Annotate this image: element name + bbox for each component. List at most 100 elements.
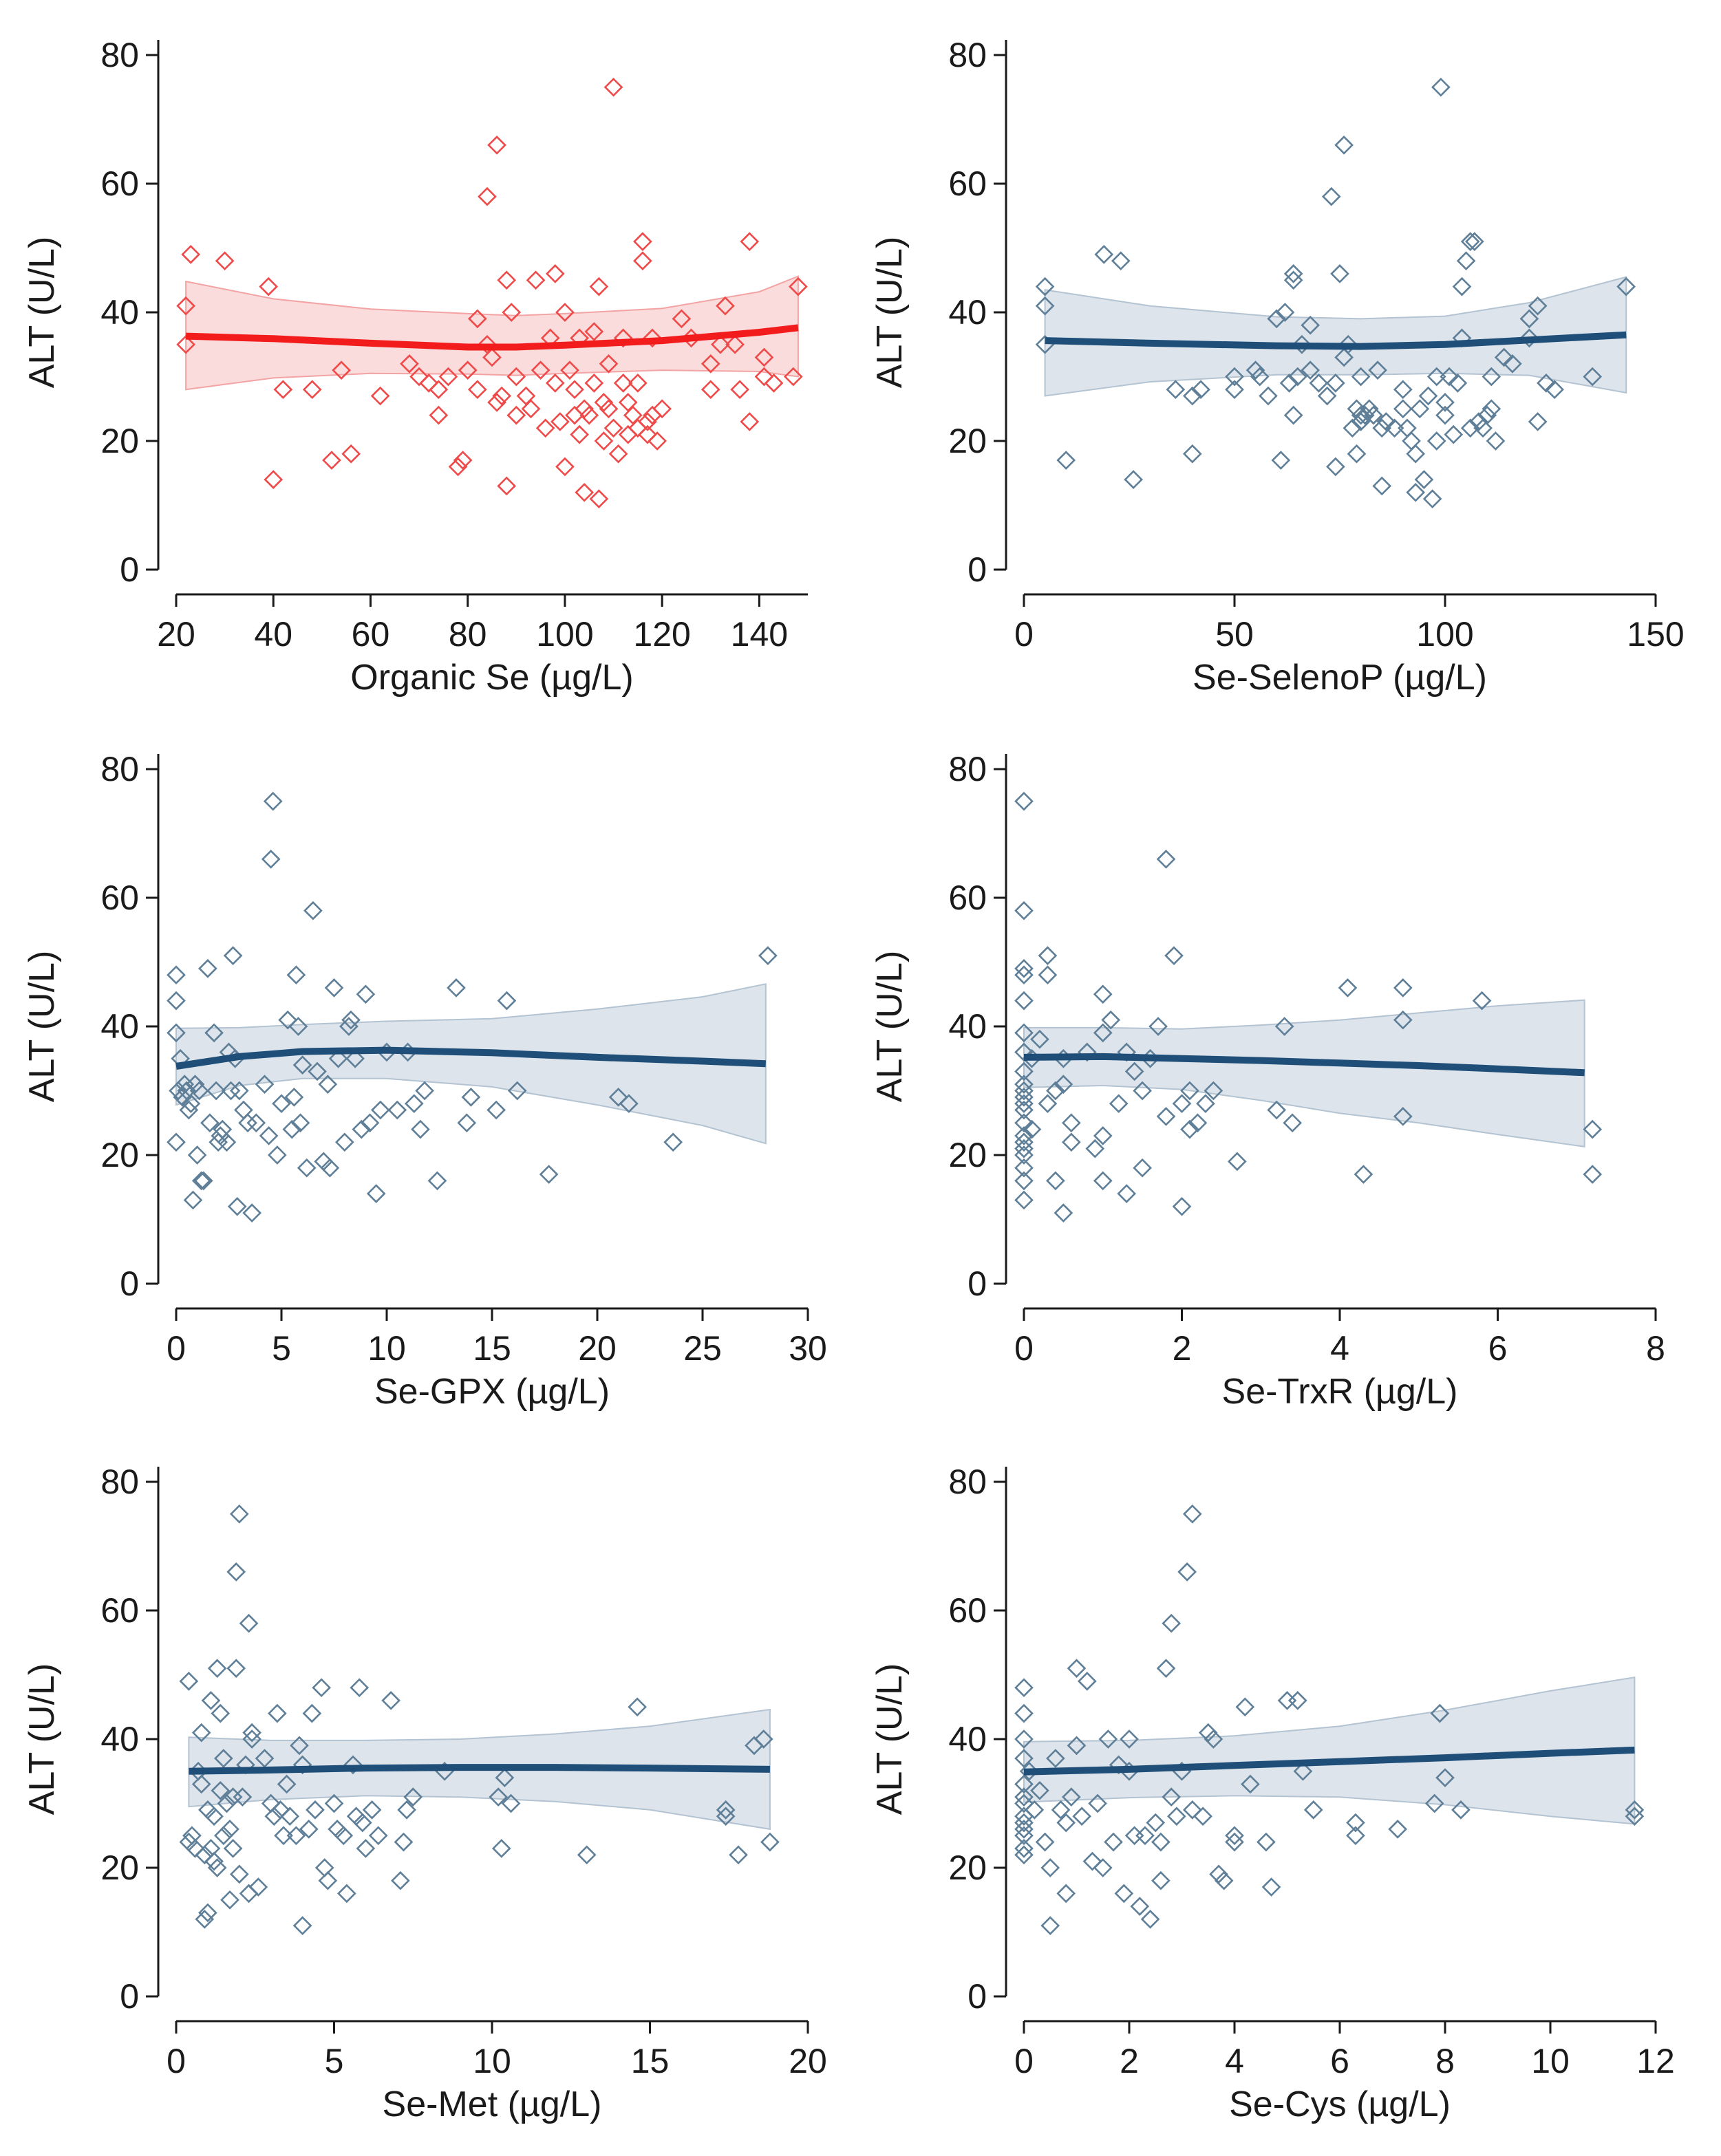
data-point [1104,1832,1123,1852]
data-point [584,322,604,341]
data-point [1014,1787,1034,1807]
data-point [487,136,506,155]
x-tick-label: 10 [1531,2042,1570,2080]
data-point [1372,418,1392,438]
data-point [1180,1081,1199,1101]
data-point [1056,1884,1076,1904]
data-point [292,1055,312,1075]
data-point [643,328,662,348]
data-point [1355,405,1375,425]
data-point [167,1023,186,1043]
data-point [324,978,344,998]
data-point [286,1826,306,1846]
data-points [167,791,778,1222]
data-point [299,1820,319,1839]
data-point [461,1088,481,1107]
data-point [1135,1826,1155,1846]
data-point [555,457,575,477]
data-point [193,1171,213,1191]
data-point [1167,1807,1186,1826]
data-point [1014,1094,1034,1114]
data-point [1038,946,1058,965]
data-point [453,451,473,470]
data-point [391,1871,410,1890]
data-point [1388,1820,1407,1839]
data-point [217,1793,237,1813]
y-axis-title: ALT (U/L) [870,1663,910,1815]
data-point [1625,1807,1645,1826]
data-point [1014,1839,1034,1858]
data-point [1259,386,1278,406]
data-point [1317,386,1337,406]
data-point [589,277,609,297]
y-tick-label: 80 [948,36,987,74]
data-point [1109,1755,1129,1775]
data-point [334,1826,354,1846]
x-axis-title: Organic Se (µg/L) [350,658,633,698]
x-tick-label: 4 [1330,1329,1349,1368]
data-point [370,386,390,406]
data-point [1146,1813,1166,1833]
data-point [638,412,657,431]
data-point [1093,1023,1113,1043]
y-tick-label: 0 [968,1977,987,2016]
y-tick-label: 0 [120,1264,139,1303]
x-tick-label: 20 [578,1329,617,1368]
y-tick-label: 80 [948,750,987,788]
y-tick-label: 20 [948,422,987,460]
x-tick-label: 0 [1014,2042,1034,2080]
data-point [229,1504,249,1524]
data-point [204,1851,224,1871]
data-point [1014,1126,1034,1145]
data-point [1177,1562,1197,1582]
data-point [1303,1800,1323,1820]
data-point [1418,386,1438,406]
data-point [560,360,579,380]
x-axis-title: Se-Cys (µg/L) [1229,2084,1451,2124]
data-point [1062,1787,1081,1807]
y-tick-label: 60 [948,878,987,917]
data-point [633,251,652,271]
data-point [272,1094,291,1114]
x-tick-label: 5 [325,2042,344,2080]
data-point [1214,1871,1234,1890]
data-point [1424,1793,1444,1813]
data-point [1014,1749,1034,1768]
data-point [1279,374,1299,393]
data-point [1054,1203,1073,1222]
data-point [1062,1113,1081,1133]
data-point [1038,965,1058,985]
data-point [1241,1774,1260,1794]
data-point [350,1678,370,1698]
data-point [387,1100,407,1120]
x-tick-label: 80 [449,615,487,654]
data-point [740,412,760,431]
data-point [1448,374,1468,393]
data-point [1435,405,1455,425]
y-tick-label: 60 [100,1591,139,1630]
data-point [259,1126,279,1145]
data-point [613,374,633,393]
data-point [753,1729,773,1749]
data-point [1277,1691,1297,1710]
data-point [599,354,619,374]
data-point [404,1094,424,1114]
data-point [1093,984,1113,1004]
data-point [487,393,506,412]
data-point [1101,1010,1121,1030]
data-point [1351,405,1371,425]
data-point [497,476,517,496]
data-point [176,334,195,354]
x-tick-label: 2 [1120,2042,1139,2080]
data-point [1046,1081,1065,1101]
data-point [1109,1094,1129,1114]
data-point [1093,1171,1113,1191]
data-point [1035,277,1055,297]
chart-panel-se-cys: 0 20 40 60 80 0 2 4 6 8 10 12 Se-Cys (µg/L) ALT (U/L) [870,1463,1675,2124]
data-point [633,232,652,251]
data-point [284,1088,304,1107]
data-point [227,1196,247,1216]
data-point [183,1190,203,1210]
x-tick-label: 40 [254,615,292,654]
data-point [302,1703,322,1723]
